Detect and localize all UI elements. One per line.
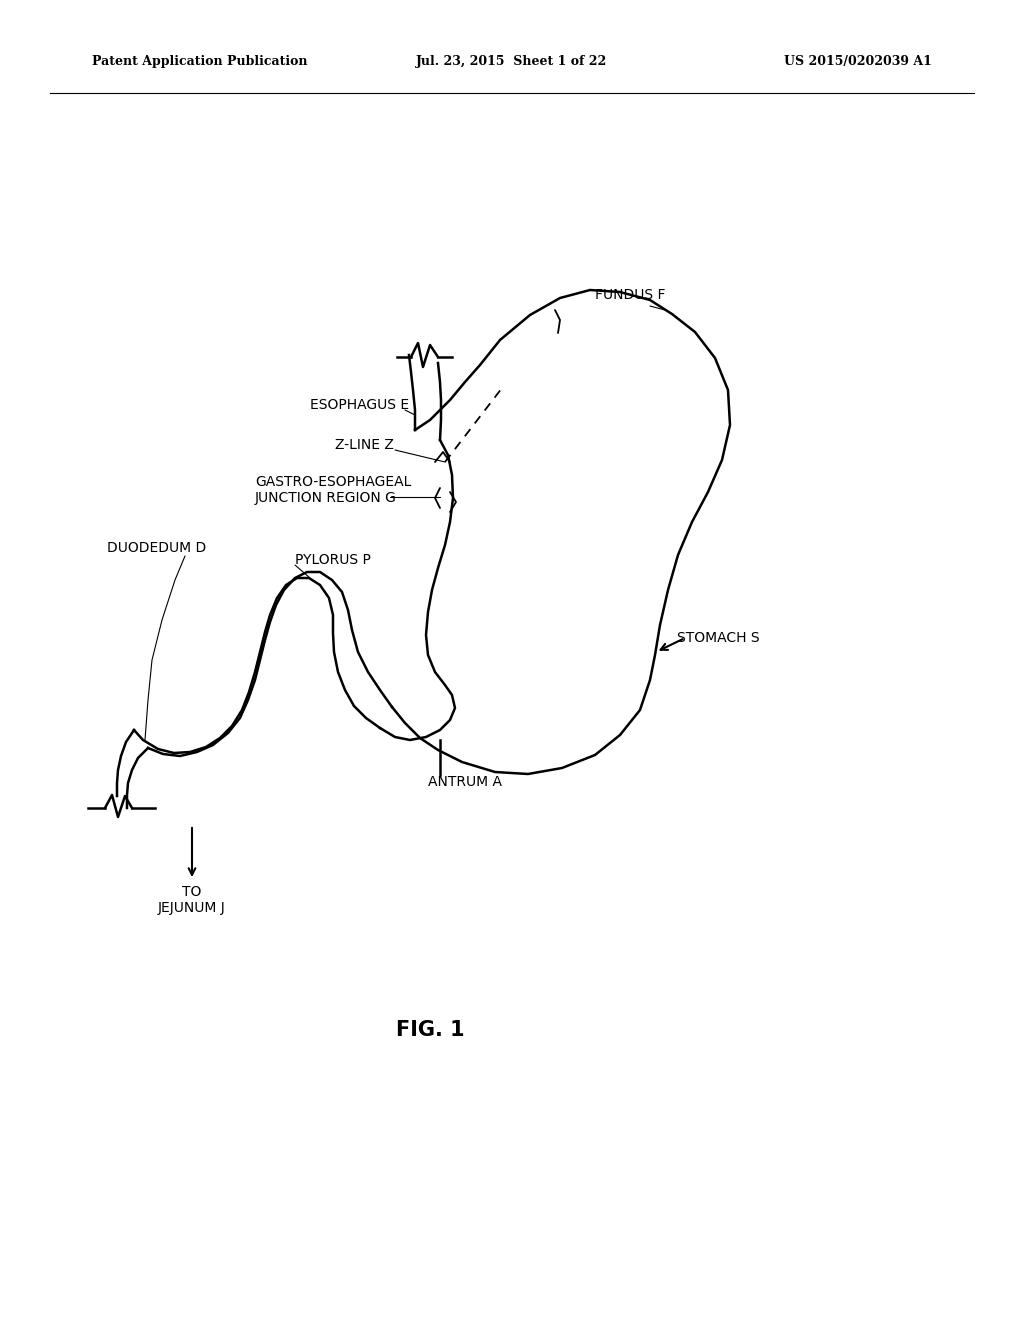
Text: Patent Application Publication: Patent Application Publication xyxy=(92,55,307,69)
Text: Z-LINE Z: Z-LINE Z xyxy=(335,438,394,451)
Text: GASTRO-ESOPHAGEAL
JUNCTION REGION G: GASTRO-ESOPHAGEAL JUNCTION REGION G xyxy=(255,475,412,506)
Text: STOMACH S: STOMACH S xyxy=(677,631,760,645)
Text: ANTRUM A: ANTRUM A xyxy=(428,775,502,789)
Text: US 2015/0202039 A1: US 2015/0202039 A1 xyxy=(784,55,932,69)
Text: PYLORUS P: PYLORUS P xyxy=(295,553,371,568)
Text: FIG. 1: FIG. 1 xyxy=(395,1020,464,1040)
Text: TO
JEJUNUM J: TO JEJUNUM J xyxy=(158,884,226,915)
Text: Jul. 23, 2015  Sheet 1 of 22: Jul. 23, 2015 Sheet 1 of 22 xyxy=(417,55,607,69)
Text: DUODEDUM D: DUODEDUM D xyxy=(106,541,206,554)
Text: ESOPHAGUS E: ESOPHAGUS E xyxy=(310,399,410,412)
Text: FUNDUS F: FUNDUS F xyxy=(595,288,666,302)
